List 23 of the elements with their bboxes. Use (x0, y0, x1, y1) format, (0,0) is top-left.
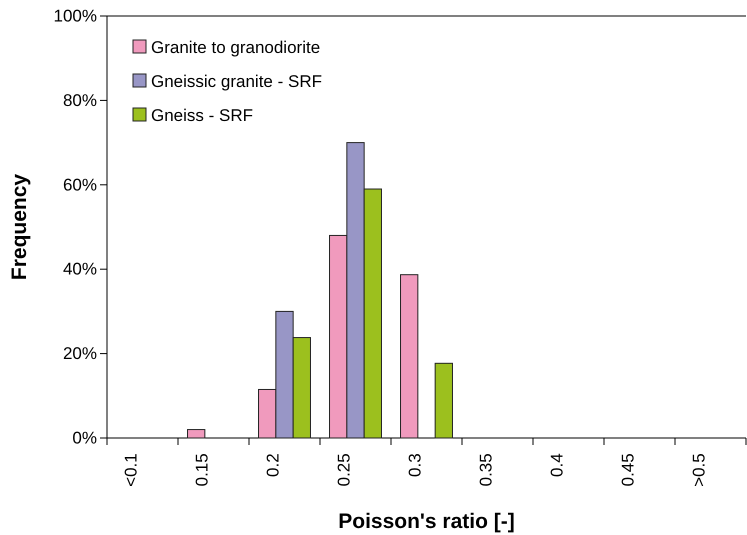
x-tick-label: 0.45 (618, 453, 638, 486)
y-tick-label: 80% (62, 90, 97, 110)
y-tick-label: 40% (62, 260, 97, 279)
y-tick-label: 0% (72, 428, 97, 448)
y-tick-label: 100% (54, 6, 97, 26)
bar (187, 429, 206, 438)
y-tick-label: 60% (62, 175, 97, 194)
x-tick-label: 0.2 (264, 453, 283, 477)
bar (434, 362, 453, 438)
y-tick-label: 20% (62, 344, 97, 364)
x-tick-label: <0.1 (122, 453, 141, 487)
x-tick-label: 0.4 (548, 453, 567, 477)
x-tick-label: >0.5 (690, 453, 709, 487)
x-tick-label: 0.15 (192, 453, 212, 486)
x-tick-label: 0.3 (406, 453, 425, 477)
legend-label: Gneiss - SRF (151, 106, 254, 125)
legend-label: Granite to granodiorite (151, 38, 320, 57)
x-tick-label: 0.25 (334, 453, 354, 486)
y-axis-title: Frequency (8, 174, 31, 280)
bar (400, 274, 418, 438)
legend-label: Gneissic granite - SRF (151, 72, 322, 91)
x-axis-title: Poisson's ratio [-] (338, 510, 515, 533)
x-tick-label: 0.35 (476, 453, 496, 486)
